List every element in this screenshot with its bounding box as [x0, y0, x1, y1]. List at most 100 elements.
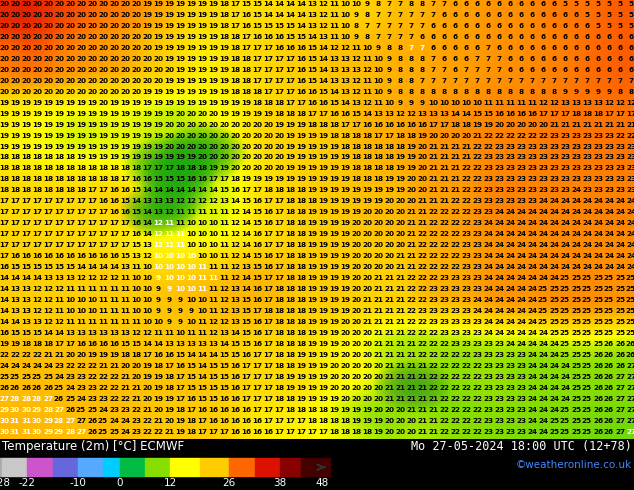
Text: 19: 19	[219, 45, 229, 51]
Text: 19: 19	[318, 352, 328, 358]
Text: 20: 20	[10, 23, 20, 29]
Text: 21: 21	[373, 308, 383, 314]
Text: 18: 18	[87, 166, 97, 171]
Text: 24: 24	[549, 407, 559, 413]
Text: 11: 11	[120, 286, 130, 292]
Text: 25: 25	[560, 286, 570, 292]
Text: 6: 6	[573, 34, 579, 40]
Text: 23: 23	[615, 176, 625, 182]
Text: 19: 19	[142, 23, 152, 29]
Text: 17: 17	[32, 231, 42, 237]
Text: 23: 23	[560, 166, 570, 171]
Text: 6: 6	[507, 45, 512, 51]
Text: 24: 24	[505, 319, 515, 325]
Text: 24: 24	[494, 220, 504, 226]
Text: 16: 16	[395, 122, 405, 127]
Text: 24: 24	[494, 319, 504, 325]
Text: 17: 17	[120, 176, 130, 182]
Text: 19: 19	[65, 122, 75, 127]
Text: 19: 19	[65, 144, 75, 149]
Text: 7: 7	[430, 78, 436, 84]
Text: 20: 20	[87, 12, 97, 18]
Text: 21: 21	[142, 407, 152, 413]
Text: 19: 19	[318, 396, 328, 402]
Text: 17: 17	[296, 429, 306, 435]
Text: 19: 19	[76, 133, 86, 139]
Text: 6: 6	[573, 56, 579, 62]
Text: 6: 6	[463, 56, 469, 62]
Text: 20: 20	[87, 89, 97, 95]
Text: 11: 11	[65, 319, 75, 325]
Text: 10: 10	[186, 297, 196, 303]
Text: 18: 18	[274, 297, 284, 303]
Text: 15: 15	[472, 111, 482, 117]
Text: 20: 20	[142, 396, 152, 402]
Text: 17: 17	[65, 231, 75, 237]
Text: 22: 22	[461, 374, 471, 380]
Text: 24: 24	[582, 198, 592, 204]
Text: 24: 24	[549, 341, 559, 347]
Text: 6: 6	[618, 34, 623, 40]
Text: 6: 6	[562, 12, 567, 18]
Text: 7: 7	[474, 56, 479, 62]
Text: 25: 25	[549, 417, 559, 424]
Text: 13: 13	[582, 99, 592, 106]
Text: 6: 6	[519, 67, 524, 73]
Text: 13: 13	[329, 78, 339, 84]
Text: 11: 11	[208, 308, 218, 314]
Text: 21: 21	[406, 242, 416, 248]
Text: 20: 20	[21, 89, 31, 95]
Text: 9: 9	[562, 89, 567, 95]
Text: 21: 21	[384, 374, 394, 380]
Text: 25: 25	[582, 308, 592, 314]
Text: 20: 20	[351, 374, 361, 380]
Text: 13: 13	[340, 67, 350, 73]
Text: 20: 20	[131, 374, 141, 380]
Text: 12: 12	[32, 297, 42, 303]
Text: 10: 10	[142, 319, 152, 325]
Text: 19: 19	[296, 385, 306, 391]
Text: 20: 20	[351, 385, 361, 391]
Text: 18: 18	[307, 407, 317, 413]
Text: 11: 11	[54, 297, 64, 303]
Text: 17: 17	[109, 242, 119, 248]
Text: 20: 20	[351, 396, 361, 402]
Text: 24: 24	[527, 264, 537, 270]
Text: 17: 17	[274, 407, 284, 413]
Text: 12: 12	[230, 220, 240, 226]
Text: 21: 21	[373, 275, 383, 281]
Text: 18: 18	[373, 154, 383, 161]
Text: 18: 18	[21, 187, 31, 194]
Text: 17: 17	[10, 231, 20, 237]
Text: 19: 19	[318, 308, 328, 314]
Text: 23: 23	[516, 352, 526, 358]
Text: 15: 15	[131, 209, 141, 215]
Text: 18: 18	[285, 209, 295, 215]
Text: 20: 20	[43, 67, 53, 73]
Text: Temperature (2m) [°C] ECMWF: Temperature (2m) [°C] ECMWF	[2, 440, 184, 453]
Text: 6: 6	[529, 56, 534, 62]
Text: 24: 24	[538, 385, 548, 391]
Text: 15: 15	[208, 396, 218, 402]
Text: 19: 19	[197, 99, 207, 106]
Text: 24: 24	[527, 275, 537, 281]
Text: 18: 18	[274, 111, 284, 117]
Text: 20: 20	[351, 363, 361, 369]
Text: 19: 19	[175, 34, 185, 40]
Text: 17: 17	[285, 89, 295, 95]
Text: 17: 17	[252, 385, 262, 391]
Text: 10: 10	[175, 286, 185, 292]
Text: 17: 17	[43, 220, 53, 226]
Text: 23: 23	[516, 429, 526, 435]
Text: 19: 19	[175, 67, 185, 73]
Text: 19: 19	[307, 242, 317, 248]
Text: 13: 13	[439, 111, 449, 117]
Text: 21: 21	[384, 330, 394, 336]
Text: 16: 16	[373, 122, 383, 127]
Text: 19: 19	[417, 133, 427, 139]
Text: 14: 14	[175, 187, 185, 194]
Text: 19: 19	[10, 111, 20, 117]
Text: 6: 6	[453, 34, 458, 40]
Text: 23: 23	[494, 154, 504, 161]
Text: 10: 10	[186, 319, 196, 325]
